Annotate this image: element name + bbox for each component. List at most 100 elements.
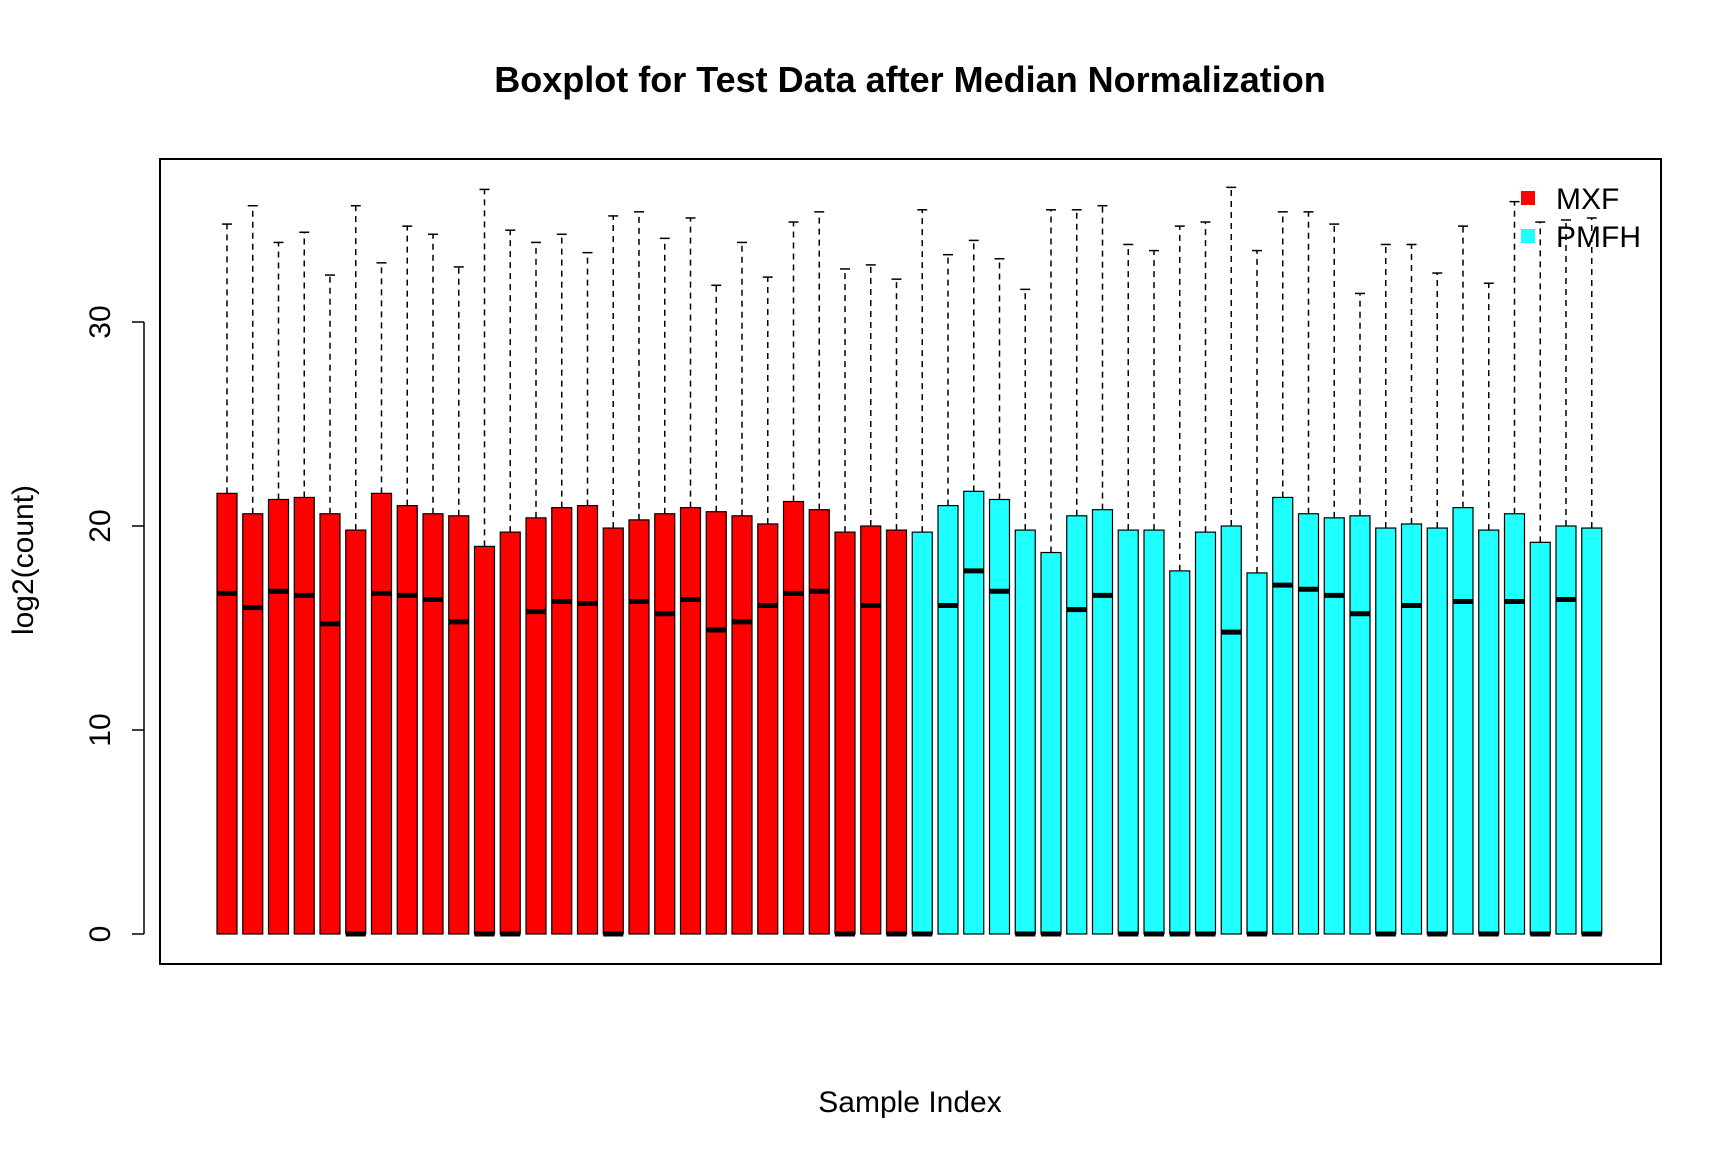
box-16 — [602, 215, 624, 937]
box-27 — [885, 278, 908, 937]
box-body — [602, 527, 624, 935]
box-body — [628, 519, 650, 935]
box-body — [1349, 515, 1371, 935]
box-34 — [1066, 209, 1088, 935]
box-body — [473, 545, 496, 935]
y-tick-label: 10 — [84, 713, 117, 746]
y-axis-label: log2(count) — [7, 485, 40, 635]
box-body — [1066, 515, 1088, 935]
legend-swatch — [1521, 229, 1535, 243]
box-body — [576, 505, 599, 935]
x-axis-label: Sample Index — [818, 1086, 1001, 1119]
box-9 — [422, 233, 444, 935]
box-13 — [525, 241, 547, 935]
box-body — [963, 490, 985, 935]
box-5 — [319, 274, 341, 935]
box-21 — [731, 241, 753, 935]
box-body — [654, 513, 676, 935]
box-44 — [1323, 223, 1345, 935]
box-47 — [1400, 243, 1423, 935]
box-body — [1426, 527, 1448, 935]
box-body — [834, 531, 856, 935]
box-body — [1143, 529, 1165, 935]
legend: MXF PMFH — [1521, 183, 1641, 254]
box-11 — [473, 188, 496, 937]
box-39 — [1194, 221, 1217, 937]
box-45 — [1349, 292, 1371, 935]
box-42 — [1272, 211, 1294, 935]
box-31 — [988, 258, 1011, 935]
box-17 — [628, 211, 650, 935]
box-body — [267, 498, 290, 935]
boxes-layer — [216, 186, 1603, 937]
box-body — [937, 505, 959, 935]
box-body — [1555, 525, 1577, 935]
box-body — [988, 498, 1011, 935]
box-1 — [216, 223, 238, 935]
box-25 — [834, 268, 856, 937]
box-body — [525, 517, 547, 935]
legend-swatch — [1521, 191, 1535, 205]
box-body — [1220, 525, 1242, 935]
box-15 — [576, 251, 599, 935]
box-10 — [448, 266, 470, 935]
box-4 — [293, 231, 315, 935]
box-46 — [1375, 243, 1397, 937]
box-body — [216, 492, 238, 935]
box-51 — [1503, 200, 1526, 935]
box-12 — [499, 229, 521, 937]
box-body — [1529, 541, 1551, 935]
box-37 — [1143, 249, 1165, 937]
box-33 — [1040, 209, 1062, 937]
box-body — [1452, 507, 1474, 935]
box-body — [679, 507, 702, 935]
box-52 — [1529, 221, 1551, 937]
box-body — [1323, 517, 1345, 935]
box-body — [1272, 496, 1294, 935]
box-body — [1400, 523, 1423, 935]
box-2 — [242, 204, 264, 935]
box-14 — [551, 233, 573, 935]
box-body — [1169, 570, 1191, 935]
box-body — [1297, 513, 1320, 935]
box-40 — [1220, 186, 1242, 935]
legend-label: PMFH — [1556, 221, 1641, 254]
box-18 — [654, 237, 676, 935]
box-32 — [1014, 288, 1036, 937]
plot-frame — [159, 158, 1662, 965]
chart-title: Boxplot for Test Data after Median Norma… — [494, 59, 1325, 100]
box-41 — [1246, 249, 1268, 937]
box-54 — [1581, 217, 1603, 937]
box-body — [345, 529, 367, 935]
legend-label: MXF — [1556, 183, 1619, 216]
box-body — [1581, 527, 1603, 935]
box-body — [370, 492, 393, 935]
box-43 — [1297, 211, 1320, 935]
box-3 — [267, 241, 290, 935]
box-23 — [782, 221, 805, 935]
box-body — [551, 507, 573, 935]
y-axis: 0 10 20 30 — [84, 305, 145, 942]
box-28 — [911, 209, 933, 937]
y-tick-label: 30 — [84, 305, 117, 338]
box-35 — [1091, 204, 1114, 935]
box-body — [1375, 527, 1397, 935]
box-body — [1246, 572, 1268, 935]
box-body — [1040, 551, 1062, 935]
box-body — [293, 496, 315, 935]
box-30 — [963, 239, 985, 935]
box-19 — [679, 217, 702, 935]
box-body — [705, 511, 727, 935]
box-7 — [370, 262, 393, 935]
box-53 — [1555, 219, 1577, 935]
box-24 — [808, 211, 830, 935]
box-body — [860, 525, 882, 935]
box-body — [1117, 529, 1139, 935]
y-tick-label: 20 — [84, 509, 117, 542]
box-body — [757, 523, 779, 935]
box-8 — [396, 225, 418, 935]
box-body — [242, 513, 264, 935]
box-6 — [345, 204, 367, 937]
box-26 — [860, 264, 882, 935]
